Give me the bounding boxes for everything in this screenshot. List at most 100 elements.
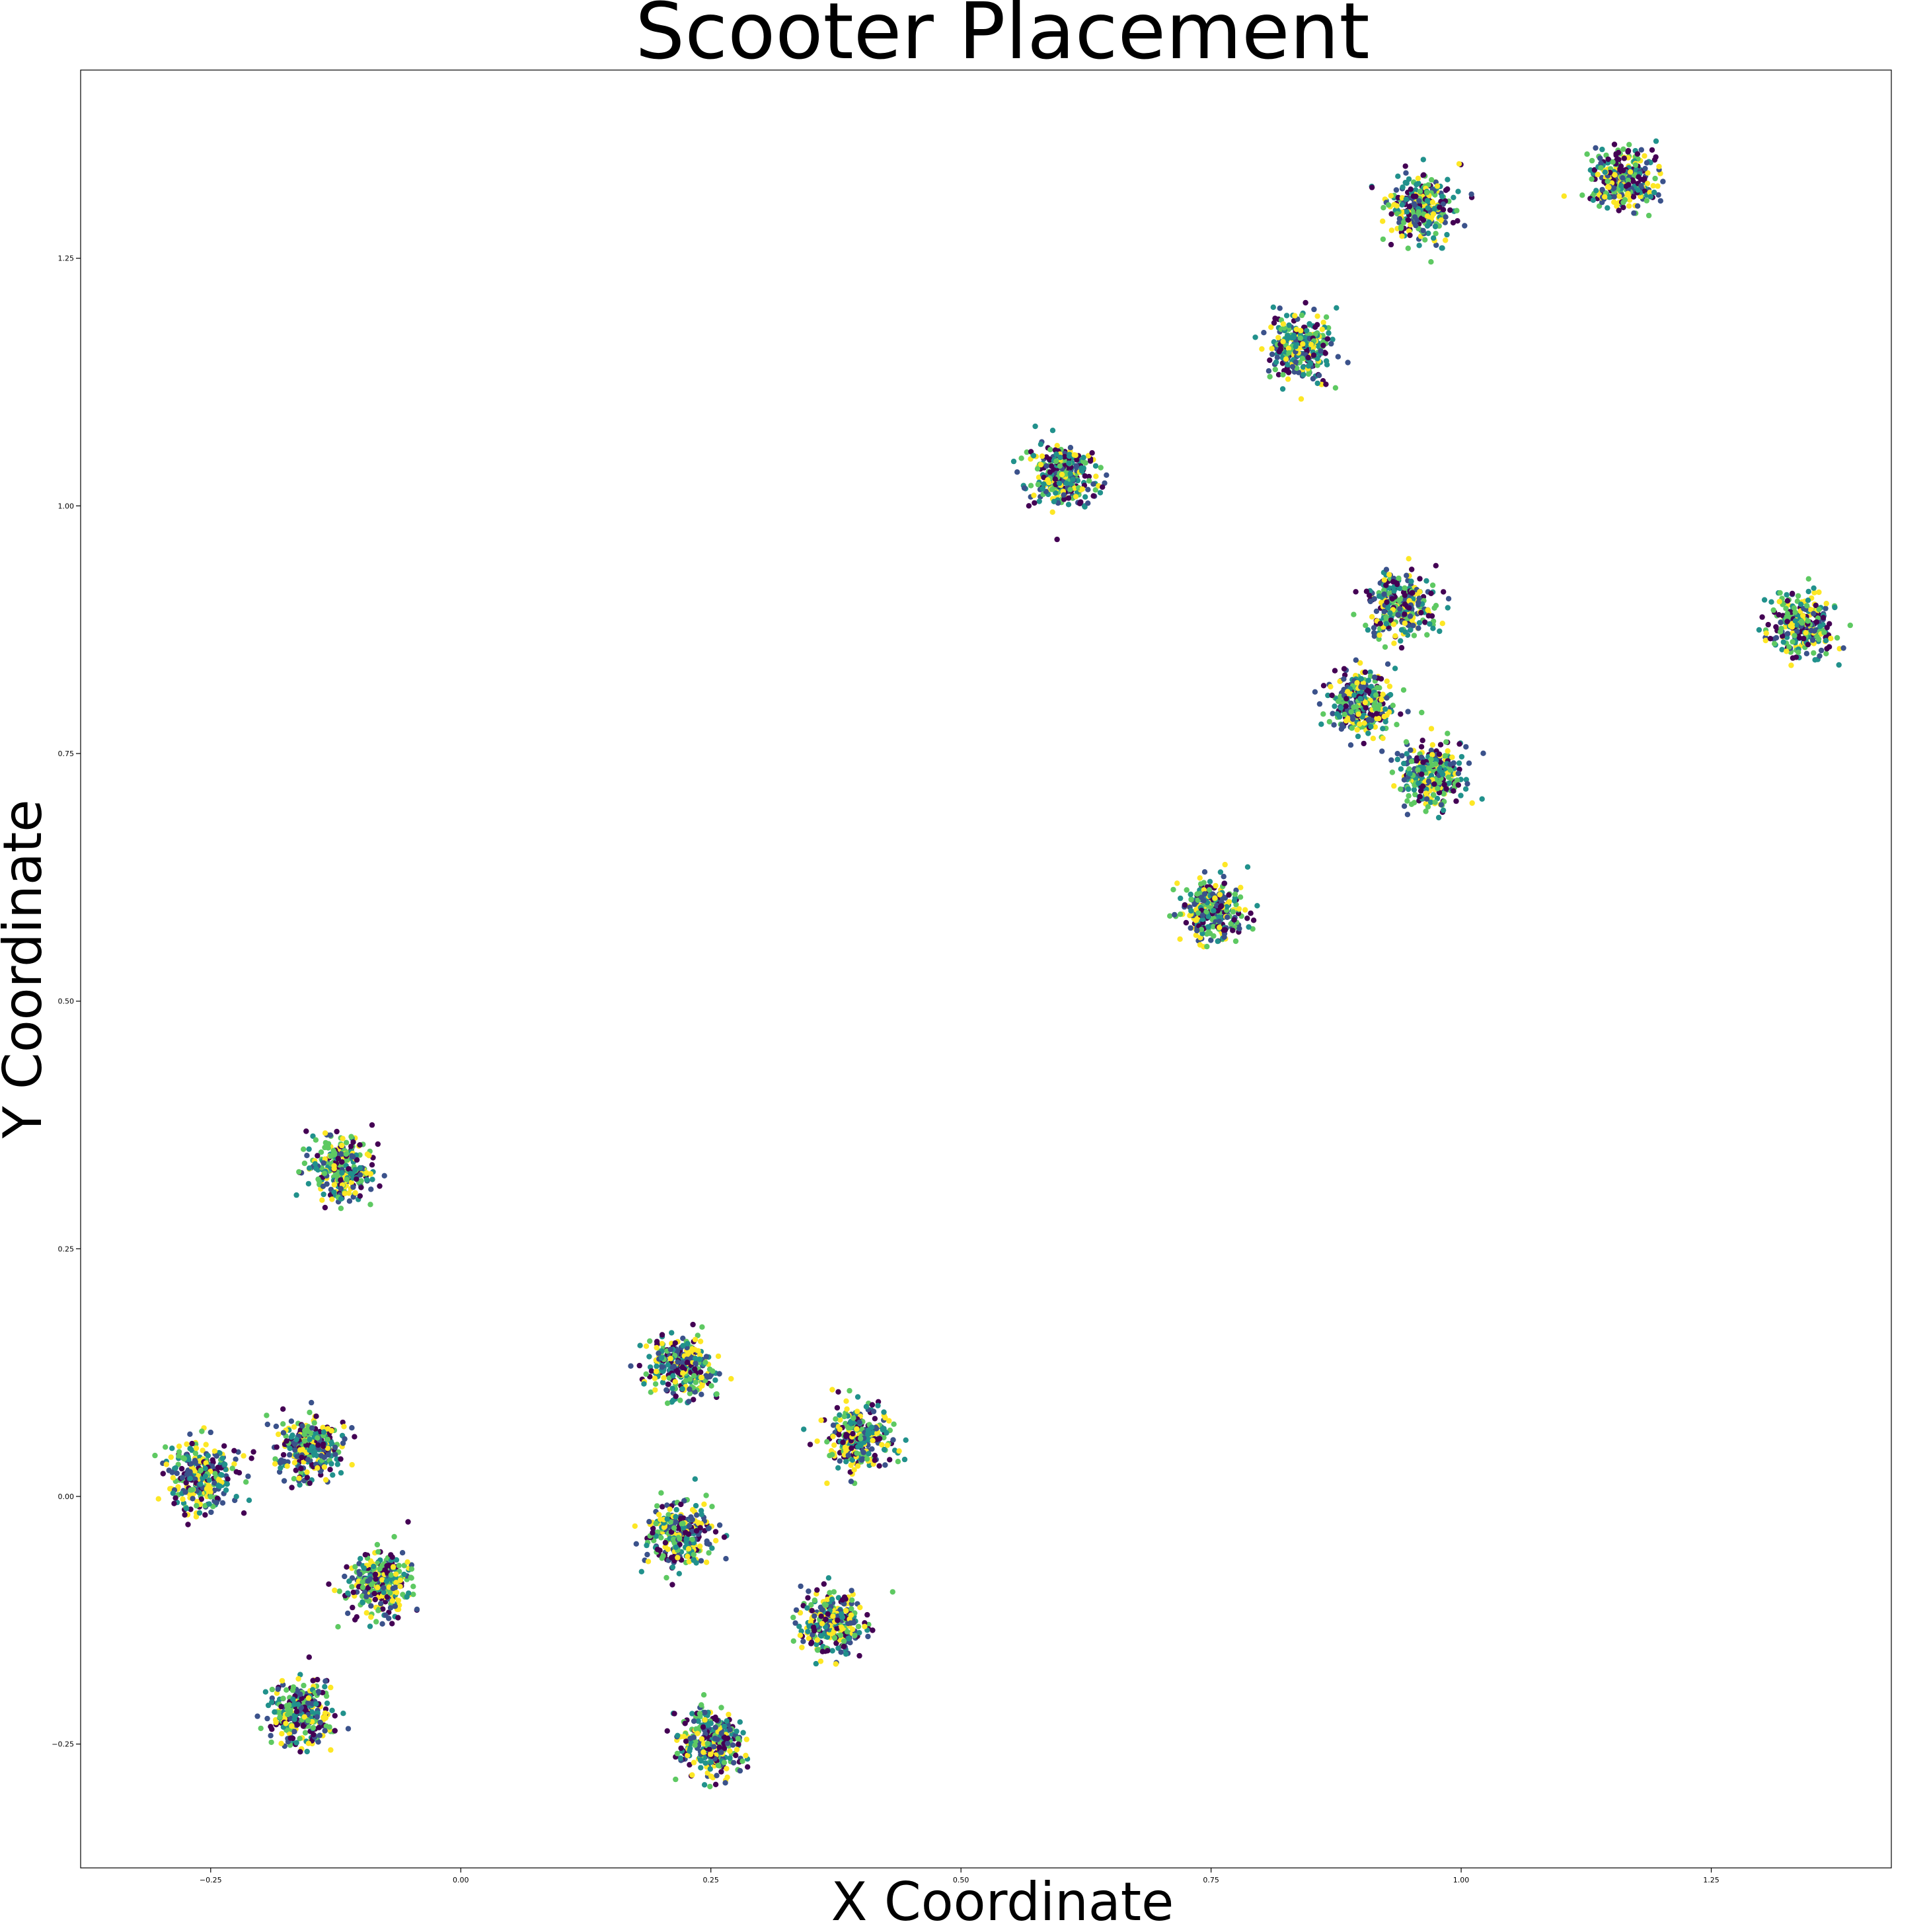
data-point	[1657, 198, 1663, 204]
data-point	[1455, 188, 1461, 194]
data-point	[1221, 934, 1227, 940]
data-point	[373, 1619, 379, 1625]
data-point	[1431, 605, 1437, 611]
data-point	[1275, 371, 1282, 377]
data-point	[710, 1368, 716, 1374]
data-point	[1602, 194, 1608, 200]
data-point	[343, 1151, 349, 1157]
data-point	[1386, 683, 1393, 689]
data-point	[338, 1456, 344, 1462]
data-point	[1036, 498, 1042, 504]
plot-area	[80, 69, 1892, 1869]
data-point	[1429, 742, 1435, 748]
data-point	[658, 1355, 665, 1361]
data-point	[691, 1551, 697, 1558]
data-point	[329, 1196, 335, 1202]
data-point	[693, 1360, 699, 1366]
data-point	[843, 1651, 849, 1657]
data-point	[887, 1457, 893, 1463]
data-point	[1455, 782, 1461, 788]
data-point	[872, 1416, 878, 1422]
data-point	[1376, 593, 1382, 599]
data-point	[676, 1570, 682, 1576]
data-point	[243, 1479, 249, 1485]
data-point	[383, 1612, 389, 1618]
data-point	[318, 1453, 324, 1459]
data-point	[1073, 452, 1078, 458]
data-point	[843, 1432, 849, 1438]
data-point	[1418, 754, 1425, 761]
data-point	[291, 1459, 298, 1466]
data-point	[654, 1344, 660, 1351]
data-point	[1306, 321, 1312, 327]
data-point	[1426, 219, 1432, 225]
data-point	[829, 1387, 835, 1393]
data-point	[1371, 625, 1377, 631]
data-point	[361, 1565, 367, 1571]
data-point	[1391, 783, 1397, 789]
data-point	[653, 1520, 659, 1527]
data-point	[1591, 167, 1598, 173]
data-point	[1320, 319, 1326, 325]
data-point	[667, 1506, 673, 1512]
data-point	[322, 1130, 328, 1136]
data-point	[1316, 701, 1323, 707]
data-point	[1807, 607, 1814, 613]
data-point	[377, 1566, 383, 1572]
data-point	[1616, 193, 1622, 200]
data-point	[1030, 453, 1037, 459]
data-point	[699, 1375, 705, 1381]
data-point	[849, 1445, 854, 1451]
data-point	[369, 1177, 375, 1182]
data-point	[643, 1371, 649, 1377]
data-point	[315, 1435, 321, 1441]
data-point	[1809, 637, 1816, 643]
data-point	[287, 1451, 293, 1458]
data-point	[245, 1473, 251, 1479]
data-point	[1248, 910, 1254, 916]
data-point	[393, 1584, 398, 1590]
data-point	[1222, 861, 1228, 868]
data-point	[1433, 231, 1439, 237]
data-point	[1445, 748, 1451, 754]
data-point	[1439, 621, 1445, 627]
data-point	[1285, 376, 1291, 382]
data-point	[354, 1614, 359, 1620]
data-point	[1811, 611, 1817, 617]
data-point	[1425, 804, 1431, 810]
data-point	[193, 1445, 200, 1451]
data-point	[1408, 801, 1415, 808]
data-point	[1791, 605, 1797, 611]
data-point	[1242, 907, 1248, 913]
data-point	[184, 1441, 190, 1448]
data-point	[1305, 354, 1311, 361]
data-point	[801, 1426, 807, 1432]
data-point	[280, 1406, 286, 1412]
data-point	[1371, 703, 1377, 709]
data-point	[679, 1386, 685, 1392]
data-point	[1226, 899, 1232, 905]
data-point	[693, 1527, 700, 1534]
data-point	[1428, 756, 1434, 763]
data-point	[881, 1409, 887, 1415]
data-point	[1442, 753, 1448, 759]
data-point	[332, 1444, 338, 1450]
data-point	[690, 1321, 696, 1328]
cluster	[152, 1425, 252, 1527]
data-point	[1051, 498, 1057, 504]
data-point	[315, 1153, 321, 1159]
data-point	[304, 1153, 310, 1159]
data-point	[1782, 623, 1789, 630]
data-point	[1380, 735, 1386, 742]
data-point	[1779, 646, 1785, 652]
data-point	[1043, 463, 1049, 469]
data-point	[1605, 156, 1611, 163]
data-point	[276, 1431, 282, 1438]
data-point	[326, 1581, 332, 1587]
data-point	[1435, 785, 1441, 792]
data-point	[721, 1534, 728, 1540]
data-point	[1402, 180, 1408, 186]
data-point	[334, 1461, 341, 1467]
data-point	[1589, 176, 1595, 182]
cluster	[1252, 299, 1351, 402]
